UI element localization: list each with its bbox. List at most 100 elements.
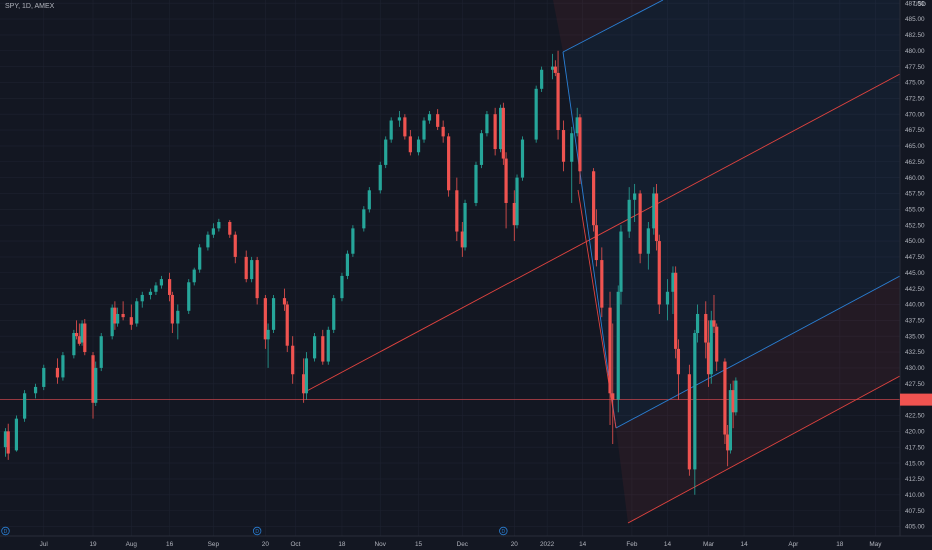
candle-body xyxy=(74,333,79,337)
candle-body xyxy=(575,117,579,134)
candle xyxy=(676,339,681,400)
x-tick-label: Apr xyxy=(788,541,799,548)
candle xyxy=(665,279,670,321)
candle-body xyxy=(80,323,84,343)
candle-body xyxy=(206,234,210,248)
y-tick-label: 457.50 xyxy=(905,191,925,198)
candle-body xyxy=(455,190,459,232)
y-tick-label: 415.00 xyxy=(905,460,925,467)
x-tick-label: Feb xyxy=(626,541,637,548)
candle xyxy=(206,231,210,251)
candle xyxy=(550,53,555,80)
candle xyxy=(408,130,412,156)
trendline-red[interactable] xyxy=(302,73,901,394)
candle-body xyxy=(291,345,295,375)
candle xyxy=(116,307,120,327)
channel-line-blue-upper[interactable] xyxy=(562,0,664,53)
candle-body xyxy=(332,298,336,330)
candle-body xyxy=(408,136,412,153)
dividend-event-icon[interactable] xyxy=(1,526,10,536)
channel-line-blue-lower[interactable] xyxy=(615,275,901,429)
candle xyxy=(447,133,451,197)
candle xyxy=(520,136,525,181)
candle xyxy=(113,301,117,330)
candle xyxy=(712,294,716,334)
y-tick-label: 430.00 xyxy=(905,365,925,372)
candle xyxy=(77,323,81,346)
candle xyxy=(455,177,459,242)
candle xyxy=(14,415,19,452)
candle xyxy=(657,234,661,314)
candle-body xyxy=(712,320,716,327)
candle xyxy=(129,304,133,330)
dividend-event-icon[interactable] xyxy=(499,526,508,536)
candle-body xyxy=(627,199,631,232)
candle-body xyxy=(94,367,98,403)
y-tick-label: 407.50 xyxy=(905,508,925,515)
candles xyxy=(3,50,738,495)
candle-body xyxy=(42,367,46,387)
candle-body xyxy=(312,336,317,359)
candle-body xyxy=(674,272,678,349)
candle-body xyxy=(326,329,330,362)
x-tick-label: Nov xyxy=(375,541,387,548)
candle-body xyxy=(671,272,675,292)
candle-body xyxy=(304,358,308,394)
candle-body xyxy=(728,390,732,451)
y-tick-label: 487.50 xyxy=(905,0,925,7)
y-tick-label: 480.00 xyxy=(905,48,925,55)
y-tick-label: 427.50 xyxy=(905,381,925,388)
candle-body xyxy=(638,193,642,254)
candle-body xyxy=(556,72,560,131)
candle-body xyxy=(367,190,371,210)
dividend-event-icon-letter: D xyxy=(502,529,506,535)
candle-body xyxy=(479,133,484,165)
candle-body xyxy=(422,120,426,140)
candle-body xyxy=(611,393,615,400)
candle xyxy=(367,187,371,213)
candle-body xyxy=(540,69,544,89)
candle-body xyxy=(192,269,196,283)
candle-body xyxy=(77,336,81,344)
candle xyxy=(148,288,153,300)
candle xyxy=(460,222,464,257)
x-tick-label: Aug xyxy=(126,541,138,548)
y-tick-label: 450.00 xyxy=(905,238,925,245)
candle xyxy=(255,256,259,305)
candle xyxy=(42,364,46,391)
y-tick-label: 455.00 xyxy=(905,207,925,214)
candle xyxy=(427,111,432,124)
candle xyxy=(285,301,289,353)
candle xyxy=(72,329,76,359)
drawings xyxy=(302,0,901,524)
y-tick-label: 462.50 xyxy=(905,159,925,166)
candle xyxy=(159,275,163,289)
candle-body xyxy=(345,253,350,276)
candle xyxy=(600,247,604,318)
dividend-event-icon[interactable] xyxy=(252,526,262,536)
candle xyxy=(706,320,711,387)
candle-body xyxy=(187,282,191,311)
candle xyxy=(704,301,708,359)
y-tick-label: 447.50 xyxy=(905,254,925,261)
candle-body xyxy=(154,285,158,292)
candle xyxy=(616,285,620,413)
x-tick-label: Jul xyxy=(40,541,48,548)
candle xyxy=(422,117,426,143)
candle-body xyxy=(302,374,306,394)
channel-line-red-lower[interactable] xyxy=(627,375,901,524)
candle-body xyxy=(3,431,8,448)
candle-body xyxy=(244,256,248,280)
candle-body xyxy=(351,228,355,254)
candle xyxy=(540,66,544,92)
candle xyxy=(140,291,144,308)
candle-body xyxy=(436,114,440,127)
pitchfork-handle-blue[interactable] xyxy=(562,51,617,429)
candle-body xyxy=(427,114,432,121)
candle xyxy=(110,304,114,340)
candle xyxy=(501,102,505,165)
y-tick-label: 467.50 xyxy=(905,127,925,134)
candle-body xyxy=(168,279,172,295)
